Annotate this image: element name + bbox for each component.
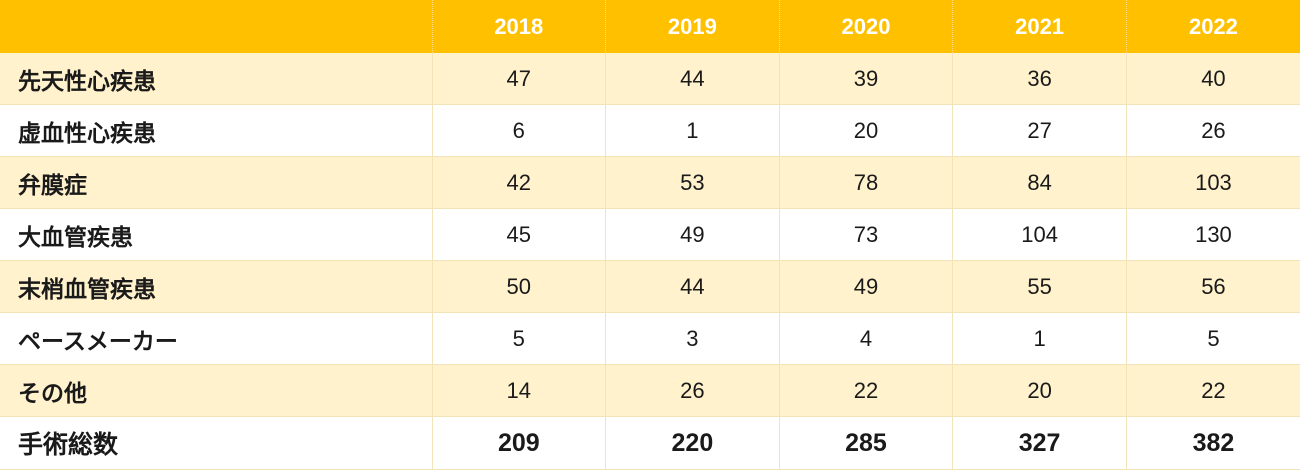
year-header-2019: 2019 [605,0,780,53]
table-row: 先天性心疾患 47 44 39 36 40 [0,53,1300,105]
table-cell: 27 [952,104,1127,157]
table-cell: 42 [432,156,607,209]
table-cell: 78 [779,156,954,209]
table-cell: 20 [952,364,1127,417]
table-cell: 47 [432,53,607,105]
row-label: 弁膜症 [0,156,433,209]
table-cell: 84 [952,156,1127,209]
year-header-2022: 2022 [1126,0,1300,53]
year-header-2021: 2021 [952,0,1127,53]
table-cell: 20 [779,104,954,157]
table-row: 末梢血管疾患 50 44 49 55 56 [0,260,1300,313]
table-cell: 53 [605,156,780,209]
year-header-2020: 2020 [779,0,954,53]
table-cell: 103 [1126,156,1300,209]
table-row: ペースメーカー 5 3 4 1 5 [0,312,1300,365]
table-row: 虚血性心疾患 6 1 20 27 26 [0,104,1300,157]
row-label: その他 [0,364,433,417]
table-cell: 130 [1126,208,1300,261]
table-cell: 1 [605,104,780,157]
total-cell: 382 [1126,416,1300,470]
table-cell: 4 [779,312,954,365]
header-row: 2018 2019 2020 2021 2022 [0,0,1300,53]
row-label: 先天性心疾患 [0,53,433,105]
table-cell: 1 [952,312,1127,365]
total-cell: 327 [952,416,1127,470]
total-cell: 209 [432,416,607,470]
table-cell: 44 [605,260,780,313]
table-row: その他 14 26 22 20 22 [0,364,1300,417]
table-cell: 26 [605,364,780,417]
total-cell: 220 [605,416,780,470]
table-cell: 3 [605,312,780,365]
table-cell: 36 [952,53,1127,105]
table-cell: 45 [432,208,607,261]
table-cell: 22 [779,364,954,417]
row-label: 虚血性心疾患 [0,104,433,157]
header-corner-cell [0,0,433,53]
table-cell: 6 [432,104,607,157]
table-cell: 14 [432,364,607,417]
table-cell: 40 [1126,53,1300,105]
table-cell: 39 [779,53,954,105]
row-label: ペースメーカー [0,312,433,365]
row-label: 末梢血管疾患 [0,260,433,313]
total-cell: 285 [779,416,954,470]
table-cell: 5 [432,312,607,365]
total-row: 手術総数 209 220 285 327 382 [0,416,1300,470]
table-row: 大血管疾患 45 49 73 104 130 [0,208,1300,261]
table-cell: 26 [1126,104,1300,157]
table-cell: 49 [779,260,954,313]
table-cell: 5 [1126,312,1300,365]
table-cell: 104 [952,208,1127,261]
table-cell: 50 [432,260,607,313]
table-cell: 73 [779,208,954,261]
row-label: 大血管疾患 [0,208,433,261]
total-label: 手術総数 [0,416,433,470]
table-cell: 55 [952,260,1127,313]
table-cell: 56 [1126,260,1300,313]
table-row: 弁膜症 42 53 78 84 103 [0,156,1300,209]
table-cell: 22 [1126,364,1300,417]
table-cell: 44 [605,53,780,105]
year-header-2018: 2018 [432,0,607,53]
table-cell: 49 [605,208,780,261]
